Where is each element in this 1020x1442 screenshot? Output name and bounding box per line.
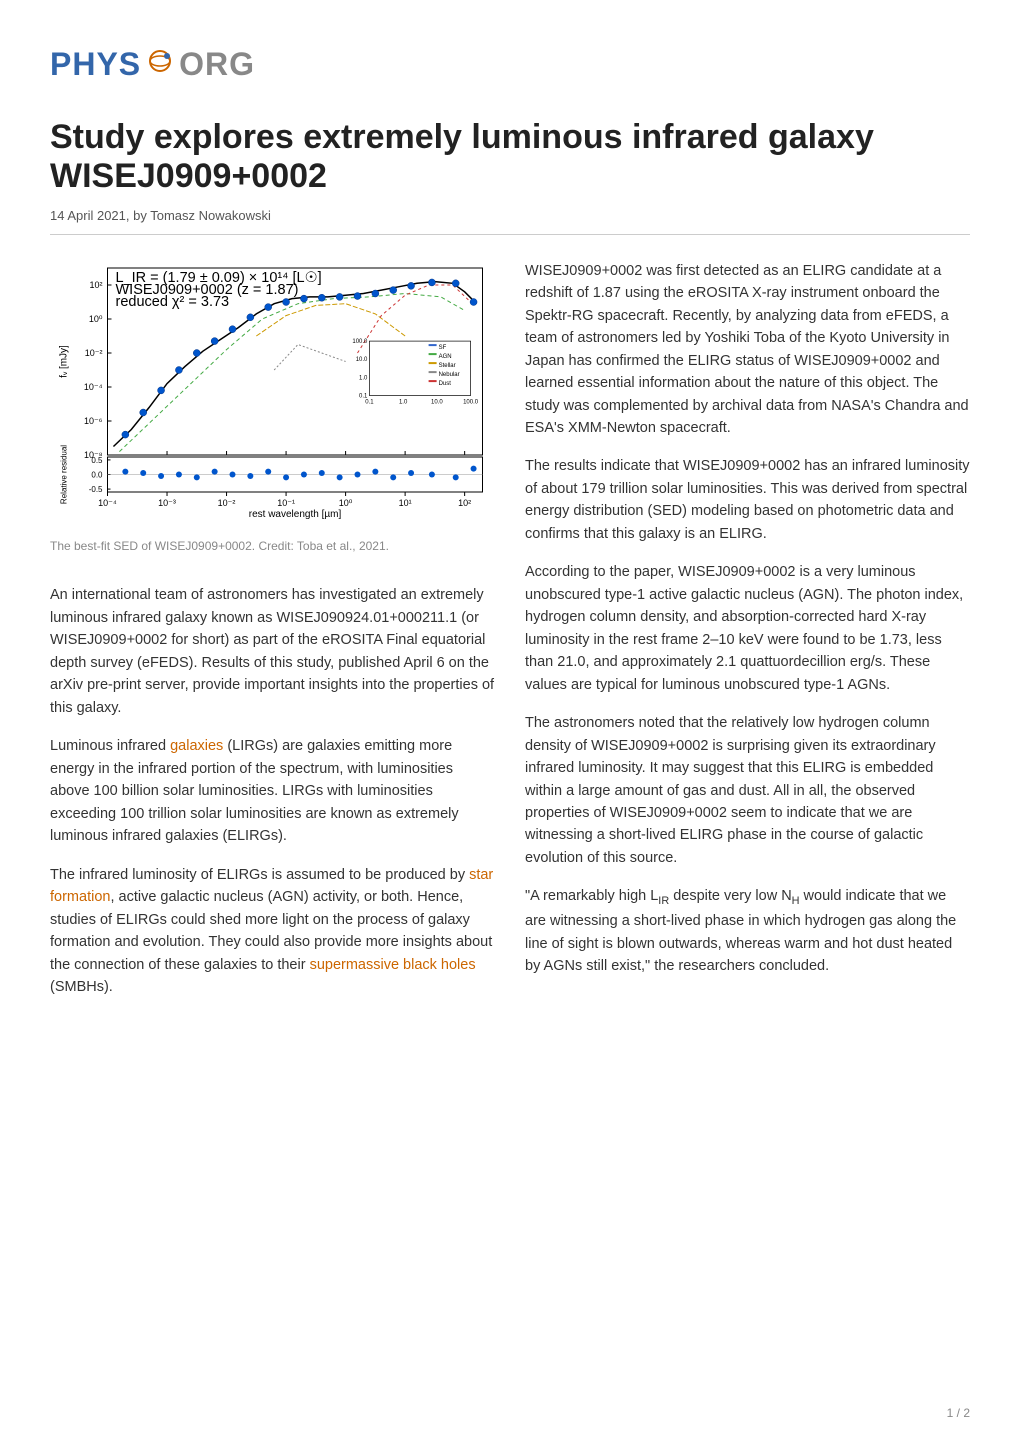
svg-text:0.1: 0.1 [365, 399, 374, 405]
svg-text:10⁻⁴: 10⁻⁴ [84, 382, 103, 392]
svg-text:10⁻¹: 10⁻¹ [277, 498, 295, 508]
svg-text:SF: SF [439, 345, 447, 351]
svg-text:fᵥ [mJy]: fᵥ [mJy] [59, 345, 70, 378]
link-smbh[interactable]: supermassive black holes [310, 957, 476, 973]
svg-text:rest wavelength [µm]: rest wavelength [µm] [249, 509, 342, 520]
svg-text:10⁰: 10⁰ [339, 498, 353, 508]
body-paragraph: An international team of astronomers has… [50, 584, 495, 719]
svg-text:Nebular: Nebular [439, 372, 460, 378]
article-columns: 10⁻⁴10⁻³10⁻²10⁻¹10⁰10¹10²10⁻⁸10⁻⁶10⁻⁴10⁻… [50, 260, 970, 1015]
svg-text:10¹: 10¹ [399, 498, 412, 508]
svg-text:1.0: 1.0 [359, 375, 368, 381]
svg-text:0.0: 0.0 [91, 470, 103, 479]
svg-text:Dust: Dust [439, 381, 452, 387]
sed-chart: 10⁻⁴10⁻³10⁻²10⁻¹10⁰10¹10²10⁻⁸10⁻⁶10⁻⁴10⁻… [50, 260, 495, 520]
divider [50, 234, 970, 235]
svg-text:10⁻²: 10⁻² [218, 498, 236, 508]
sed-figure: 10⁻⁴10⁻³10⁻²10⁻¹10⁰10¹10²10⁻⁸10⁻⁶10⁻⁴10⁻… [50, 260, 495, 555]
right-column: WISEJ0909+0002 was first detected as an … [525, 260, 970, 1015]
article-headline: Study explores extremely luminous infrar… [50, 118, 970, 196]
svg-text:100.0: 100.0 [463, 399, 479, 405]
svg-text:100.0: 100.0 [352, 339, 368, 345]
svg-text:AGN: AGN [439, 354, 452, 360]
link-galaxies[interactable]: galaxies [170, 738, 223, 754]
svg-text:Stellar: Stellar [439, 363, 456, 369]
logo-org-text: ORG [179, 40, 255, 88]
svg-text:10⁻²: 10⁻² [85, 348, 103, 358]
svg-text:10²: 10² [89, 280, 102, 290]
svg-text:10⁻⁴: 10⁻⁴ [98, 498, 117, 508]
svg-text:10²: 10² [458, 498, 471, 508]
link-star-formation[interactable]: star formation [50, 867, 493, 905]
svg-text:10⁰: 10⁰ [89, 314, 103, 324]
body-paragraph: According to the paper, WISEJ0909+0002 i… [525, 561, 970, 696]
svg-text:Relative residual: Relative residual [60, 444, 69, 503]
body-paragraph: WISEJ0909+0002 was first detected as an … [525, 260, 970, 440]
svg-text:-0.5: -0.5 [89, 485, 103, 494]
svg-text:10.0: 10.0 [431, 399, 443, 405]
svg-text:0.5: 0.5 [91, 456, 103, 465]
page-number: 1 / 2 [947, 1404, 970, 1422]
body-paragraph: Luminous infrared galaxies (LIRGs) are g… [50, 735, 495, 847]
article-byline: 14 April 2021, by Tomasz Nowakowski [50, 206, 970, 226]
svg-text:0.1: 0.1 [359, 393, 368, 399]
body-paragraph: The results indicate that WISEJ0909+0002… [525, 455, 970, 545]
body-paragraph: The infrared luminosity of ELIRGs is ass… [50, 864, 495, 999]
figure-caption: The best-fit SED of WISEJ0909+0002. Cred… [50, 538, 495, 555]
svg-text:10⁻⁶: 10⁻⁶ [84, 416, 103, 426]
site-logo: PHYS ORG [50, 40, 970, 88]
svg-text:reduced χ² = 3.73: reduced χ² = 3.73 [116, 294, 230, 310]
logo-phys-text: PHYS [50, 40, 141, 88]
svg-text:10⁻³: 10⁻³ [158, 498, 176, 508]
body-paragraph: The astronomers noted that the relativel… [525, 712, 970, 869]
left-column: 10⁻⁴10⁻³10⁻²10⁻¹10⁰10¹10²10⁻⁸10⁻⁶10⁻⁴10⁻… [50, 260, 495, 1015]
body-paragraph: "A remarkably high LIR despite very low … [525, 885, 970, 977]
svg-text:1.0: 1.0 [399, 399, 408, 405]
logo-globe-icon [145, 46, 175, 82]
svg-text:10.0: 10.0 [356, 357, 368, 363]
